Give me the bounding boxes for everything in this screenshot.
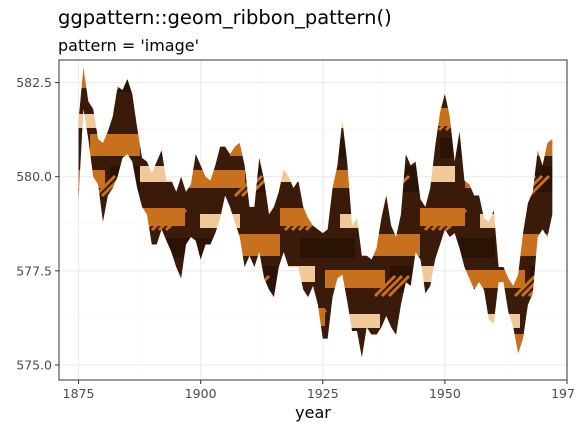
x-tick-label: 1925 (307, 386, 339, 401)
chart-title: ggpattern::geom_ribbon_pattern() (58, 6, 392, 29)
y-tick-label: 577.5 (16, 263, 52, 278)
ribbon-series (78, 67, 553, 358)
y-axis: 575.0 577.5 580.0 582.5 (16, 75, 59, 372)
y-tick-label: 575.0 (16, 357, 52, 372)
y-tick-label: 582.5 (16, 75, 52, 90)
y-tick-label: 580.0 (16, 169, 52, 184)
ribbon-area (78, 67, 553, 358)
x-axis-title: year (295, 403, 331, 422)
chart-subtitle: pattern = 'image' (58, 36, 199, 55)
x-tick-label: 1900 (185, 386, 217, 401)
x-tick-label: 1875 (63, 386, 95, 401)
panel-border (58, 59, 568, 381)
x-tick-label: 1950 (429, 386, 461, 401)
plot-panel (58, 59, 568, 381)
